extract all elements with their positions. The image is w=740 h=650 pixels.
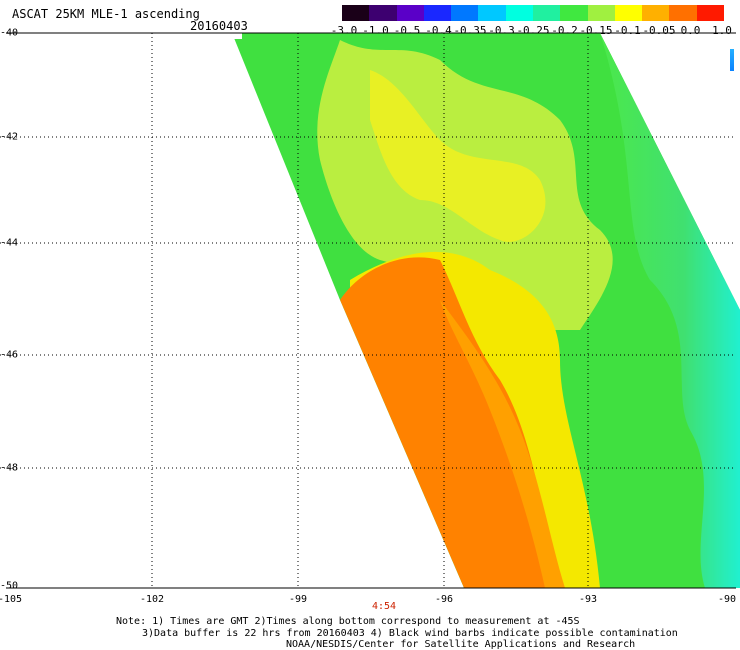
time-label: 4:54 (371, 601, 397, 612)
colorbar-swatch (696, 5, 724, 21)
colorbar-swatch (642, 5, 670, 21)
swath-field (232, 33, 740, 588)
note-line-2: 3)Data buffer is 22 hrs from 20160403 4)… (142, 628, 678, 639)
colorbar-swatch (369, 5, 397, 21)
map-frame (6, 32, 736, 589)
colorbar-swatch (423, 5, 452, 21)
region-orange (340, 257, 560, 588)
colorbar (342, 5, 724, 21)
colorbar-swatch (342, 5, 370, 21)
lon-label: -99 (288, 594, 308, 605)
region-east-cyan (600, 33, 740, 588)
colorbar-swatch (505, 5, 533, 21)
graticule (0, 33, 736, 588)
lon-label: -102 (139, 594, 165, 605)
region-orange-edge (440, 300, 565, 588)
colorbar-tick-label: 0.0 (680, 24, 701, 37)
lon-label: -96 (434, 594, 454, 605)
colorbar-swatch (560, 5, 588, 21)
swath-edge-steps (232, 33, 242, 39)
credit-line: NOAA/NESDIS/Center for Satellite Applica… (286, 639, 636, 650)
colorbar-tick-label: -0.1 (614, 24, 641, 37)
colorbar-tick-label: -0.05 (642, 24, 676, 37)
lat-label: -44 (0, 237, 19, 249)
lon-label: -93 (578, 594, 598, 605)
lon-label: -105 (0, 594, 23, 605)
lat-label: -50 (0, 580, 19, 592)
map-title: ASCAT 25KM MLE-1 ascending (12, 7, 200, 21)
colorbar-swatch (478, 5, 506, 21)
lat-label: -46 (0, 349, 19, 361)
lon-label: -90 (717, 594, 737, 605)
colorbar-swatch (396, 5, 424, 21)
colorbar-edge-swatch (730, 49, 734, 71)
map-date: 20160403 (190, 19, 248, 33)
colorbar-swatch (587, 5, 615, 21)
colorbar-swatch (451, 5, 479, 21)
colorbar-swatch (532, 5, 561, 21)
note-line-1: Note: 1) Times are GMT 2)Times along bot… (116, 616, 580, 627)
region-north-yellow (370, 70, 546, 242)
colorbar-tick-label: 1.0 (712, 24, 732, 37)
lat-label: -42 (0, 131, 19, 143)
colorbar-swatch (614, 5, 643, 21)
lat-label: -40 (0, 27, 19, 39)
colorbar-swatch (669, 5, 697, 21)
lat-label: -48 (0, 462, 19, 474)
